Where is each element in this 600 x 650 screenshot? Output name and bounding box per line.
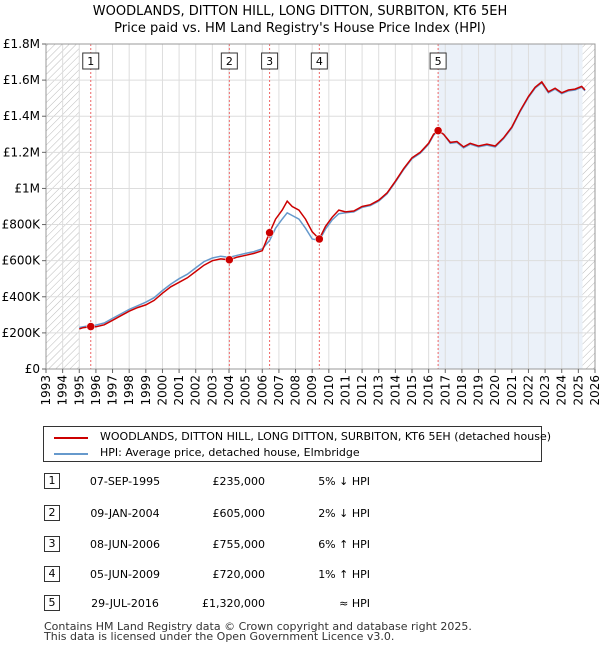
sale-label: 5 — [435, 55, 442, 68]
transaction-price: £235,000 — [212, 475, 266, 488]
legend: WOODLANDS, DITTON HILL, LONG DITTON, SUR… — [43, 426, 551, 462]
transaction-date: 09-JAN-2004 — [90, 507, 160, 520]
price-chart: 1 2 3 4 5 £0 £200K £400K £600K £800K £1M £1.2M £1.4M… — [2, 37, 600, 406]
sale-label-box — [429, 52, 447, 70]
transaction-number: 1 — [44, 473, 60, 489]
y-tick-label: £1.2M — [3, 145, 40, 159]
x-tick-label: 2026 — [588, 375, 600, 406]
x-tick-label: 2005 — [239, 375, 253, 406]
sale-label-box — [310, 52, 328, 70]
x-tick-label: 1997 — [106, 375, 120, 406]
sale-label: 4 — [316, 55, 323, 68]
x-tick-label: 2004 — [222, 375, 236, 406]
x-tick-label: 2023 — [538, 375, 552, 406]
transaction-number: 5 — [44, 595, 60, 611]
y-tick-label: £1M — [14, 181, 40, 195]
transaction-number: 2 — [44, 505, 60, 521]
transaction-hpi: 2% ↓ HPI — [318, 507, 370, 520]
x-tick-label: 1993 — [39, 375, 53, 406]
x-tick-label: 2022 — [521, 375, 535, 406]
sale-label-box — [220, 52, 238, 70]
transaction-price: £605,000 — [212, 507, 266, 520]
hatched-region — [582, 44, 595, 369]
x-tick-label: 1995 — [72, 375, 86, 406]
y-tick-label: £0 — [25, 362, 40, 376]
table-row: 2 09-JAN-2004 £605,000 2% ↓ HPI — [0, 505, 600, 523]
table-row: 3 08-JUN-2006 £755,000 6% ↑ HPI — [0, 536, 600, 554]
x-tick-label: 1999 — [139, 375, 153, 406]
y-tick-label: £200K — [2, 326, 42, 340]
x-tick-label: 2003 — [205, 375, 219, 406]
x-tick-label: 2006 — [255, 375, 269, 406]
x-tick-label: 2015 — [405, 375, 419, 406]
sale-point — [86, 322, 96, 331]
x-tick-label: 2010 — [322, 375, 336, 406]
y-tick-label: £600K — [2, 254, 42, 268]
x-tick-label: 2011 — [338, 375, 352, 406]
transaction-price: £1,320,000 — [202, 597, 265, 610]
sale-label: 2 — [226, 55, 233, 68]
legend-label-property: WOODLANDS, DITTON HILL, LONG DITTON, SUR… — [100, 430, 552, 443]
x-tick-label: 2002 — [189, 375, 203, 406]
transaction-number: 4 — [44, 566, 60, 582]
transaction-price: £755,000 — [212, 538, 266, 551]
x-tick-label: 2000 — [155, 375, 169, 406]
transaction-date: 05-JUN-2009 — [89, 568, 161, 581]
y-tick-label: £1.8M — [3, 37, 40, 51]
table-row: 1 07-SEP-1995 £235,000 5% ↓ HPI — [0, 473, 600, 491]
transaction-hpi: 6% ↑ HPI — [318, 538, 370, 551]
chart-title-line2: Price paid vs. HM Land Registry's House … — [114, 21, 486, 36]
x-tick-label: 2008 — [289, 375, 303, 406]
transaction-date: 29-JUL-2016 — [91, 597, 159, 610]
property-price-line — [79, 80, 586, 330]
sale-point — [433, 126, 443, 135]
x-tick-label: 2009 — [305, 375, 319, 406]
transaction-number: 3 — [44, 536, 60, 552]
transaction-hpi: ≈ HPI — [339, 597, 370, 610]
y-tick-label: £400K — [2, 290, 42, 304]
x-tick-label: 1996 — [89, 375, 103, 406]
sale-point — [225, 255, 234, 265]
x-tick-label: 2019 — [472, 375, 486, 406]
sale-label-box — [82, 52, 100, 70]
legend-swatch-hpi — [54, 453, 88, 455]
x-tick-label: 2021 — [505, 375, 519, 406]
transaction-hpi: 1% ↑ HPI — [318, 568, 370, 581]
table-row: 5 29-JUL-2016 £1,320,000 ≈ HPI — [0, 595, 600, 613]
x-tick-label: 2001 — [172, 375, 186, 406]
x-tick-label: 2013 — [372, 375, 386, 406]
transaction-price: £720,000 — [212, 568, 266, 581]
sale-label: 3 — [266, 55, 273, 68]
chart-title-line1: WOODLANDS, DITTON HILL, LONG DITTON, SUR… — [92, 4, 508, 19]
x-tick-label: 2017 — [438, 375, 452, 406]
transaction-date: 07-SEP-1995 — [89, 475, 161, 488]
footer-licence: This data is licensed under the Open Gov… — [44, 630, 395, 643]
sale-point — [315, 234, 324, 244]
y-tick-label: £1.4M — [3, 109, 40, 123]
transaction-hpi: 5% ↓ HPI — [318, 475, 370, 488]
sale-label-box — [261, 52, 279, 70]
x-tick-label: 2007 — [272, 375, 286, 406]
x-tick-label: 2018 — [455, 375, 469, 406]
legend-label-hpi: HPI: Average price, detached house, Elmb… — [100, 446, 360, 459]
x-tick-label: 2016 — [422, 375, 436, 406]
x-tick-label: 2012 — [355, 375, 369, 406]
sale-label: 1 — [87, 55, 94, 68]
y-tick-label: £800K — [2, 218, 42, 232]
x-tick-label: 2014 — [388, 375, 402, 406]
x-tick-label: 1994 — [56, 375, 70, 406]
x-tick-label: 2020 — [488, 375, 502, 406]
x-tick-label: 2025 — [571, 375, 585, 406]
table-row: 4 05-JUN-2009 £720,000 1% ↑ HPI — [0, 566, 600, 584]
footer-copyright: Contains HM Land Registry data © Crown c… — [44, 620, 472, 633]
plot-border — [45, 43, 596, 370]
x-tick-label: 2024 — [555, 375, 569, 406]
y-tick-label: £1.6M — [3, 73, 40, 87]
legend-swatch-property — [54, 437, 88, 439]
x-tick-label: 1998 — [122, 375, 136, 406]
sale-point — [265, 228, 274, 237]
transaction-date: 08-JUN-2006 — [89, 538, 161, 551]
